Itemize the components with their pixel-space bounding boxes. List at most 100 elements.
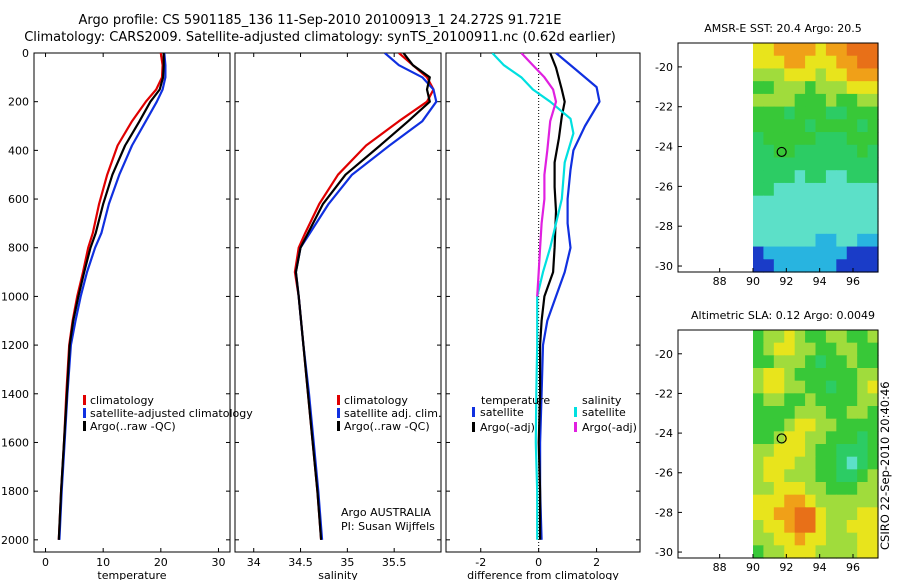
heatmap-cell [784, 355, 796, 369]
heatmap-cell [857, 431, 869, 445]
x-tick-label: 20 [154, 556, 168, 569]
heatmap-cell [753, 170, 765, 184]
heatmap-cell [773, 221, 785, 235]
heatmap-cell [846, 330, 858, 344]
heatmap-cell [763, 182, 775, 197]
heatmap-cell [836, 355, 848, 369]
heatmap-cell [784, 119, 796, 133]
heatmap-cell [846, 380, 858, 394]
heatmap-cell [867, 221, 879, 235]
heatmap-cell [805, 456, 817, 470]
series-line [491, 53, 575, 540]
heatmap-cell [794, 221, 806, 235]
argo-position-marker [776, 146, 787, 158]
heatmap-cell [867, 259, 879, 273]
heatmap-cell [836, 182, 848, 197]
heatmap-cell [753, 233, 765, 248]
heatmap-cell [753, 259, 765, 273]
heatmap-cell [825, 330, 837, 344]
heatmap-cell [805, 221, 817, 235]
y-tick-label: 1800 [1, 485, 29, 498]
heatmap-cell [836, 246, 848, 260]
heatmap-cell [867, 507, 879, 521]
x-tick-label: 0 [535, 556, 542, 569]
y-tick-label: -26 [655, 467, 673, 480]
heatmap-cell [867, 55, 879, 70]
heatmap-cell [763, 93, 775, 108]
heatmap-cell [836, 380, 848, 394]
heatmap-cell [825, 259, 837, 273]
heatmap-cell [836, 494, 848, 508]
heatmap-cell [763, 342, 775, 356]
heatmap-cell [846, 170, 858, 184]
heatmap-cell [763, 355, 775, 369]
heatmap-cell [784, 393, 796, 407]
heatmap-cell [867, 380, 879, 394]
heatmap-cell [867, 431, 879, 445]
y-tick-label: -20 [655, 61, 673, 74]
heatmap-cell [836, 106, 848, 120]
x-tick-label: 88 [713, 561, 727, 574]
heatmap-cell [794, 507, 806, 521]
heatmap-cell [836, 81, 848, 95]
heatmap-cell [815, 545, 827, 559]
heatmap-cell [794, 93, 806, 108]
heatmap-cell [805, 418, 817, 432]
heatmap-cell [805, 144, 817, 159]
heatmap-cell [825, 444, 837, 458]
heatmap-cell [763, 444, 775, 458]
heatmap-cell [773, 93, 785, 108]
heatmap-cell [753, 81, 765, 95]
heatmap-cell [753, 380, 765, 394]
heatmap-cell [846, 55, 858, 70]
heatmap-cell [815, 456, 827, 470]
heatmap-cell [805, 170, 817, 184]
argo-position-marker [776, 433, 787, 444]
heatmap-cell [794, 81, 806, 95]
heatmap-cell [794, 520, 806, 534]
heatmap-cell [753, 195, 765, 209]
heatmap-cell [846, 393, 858, 407]
heatmap-cell [794, 132, 806, 146]
heatmap-cell [857, 545, 869, 559]
series-line [57, 53, 165, 540]
heatmap-cell [773, 494, 785, 508]
heatmap-cell [815, 431, 827, 445]
heatmap-cell [815, 132, 827, 146]
x-tick-label: 94 [813, 561, 827, 574]
heatmap-cell [753, 368, 765, 382]
heatmap-cell [815, 182, 827, 197]
heatmap-cell [784, 482, 796, 496]
heatmap-cell [794, 393, 806, 407]
heatmap-cell [794, 106, 806, 120]
heatmap-cell [805, 68, 817, 82]
x-axis-label: difference from climatology [467, 569, 619, 580]
y-tick-label: -26 [655, 180, 673, 193]
heatmap-cell [867, 144, 879, 159]
heatmap-cell [857, 393, 869, 407]
heatmap-cell [773, 520, 785, 534]
heatmap-cell [794, 469, 806, 483]
heatmap-cell [867, 93, 879, 108]
heatmap-cell [825, 81, 837, 95]
heatmap-cell [773, 355, 785, 369]
heatmap-cell [794, 494, 806, 508]
heatmap-cell [836, 469, 848, 483]
heatmap-cell [753, 469, 765, 483]
heatmap-cell [805, 444, 817, 458]
heatmap-cell [784, 93, 796, 108]
heatmap-cell [784, 106, 796, 120]
heatmap-cell [825, 431, 837, 445]
heatmap-cell [773, 106, 785, 120]
heatmap-cell [846, 406, 858, 420]
heatmap-cell [753, 208, 765, 222]
heatmap-cell [805, 406, 817, 420]
heatmap-cell [763, 406, 775, 420]
heatmap-cell [773, 233, 785, 248]
heatmap-cell [825, 368, 837, 382]
heatmap-cell [846, 81, 858, 95]
heatmap-cell [773, 259, 785, 273]
heatmap-cell [836, 342, 848, 356]
heatmap-cell [825, 246, 837, 260]
heatmap-cell [857, 259, 869, 273]
